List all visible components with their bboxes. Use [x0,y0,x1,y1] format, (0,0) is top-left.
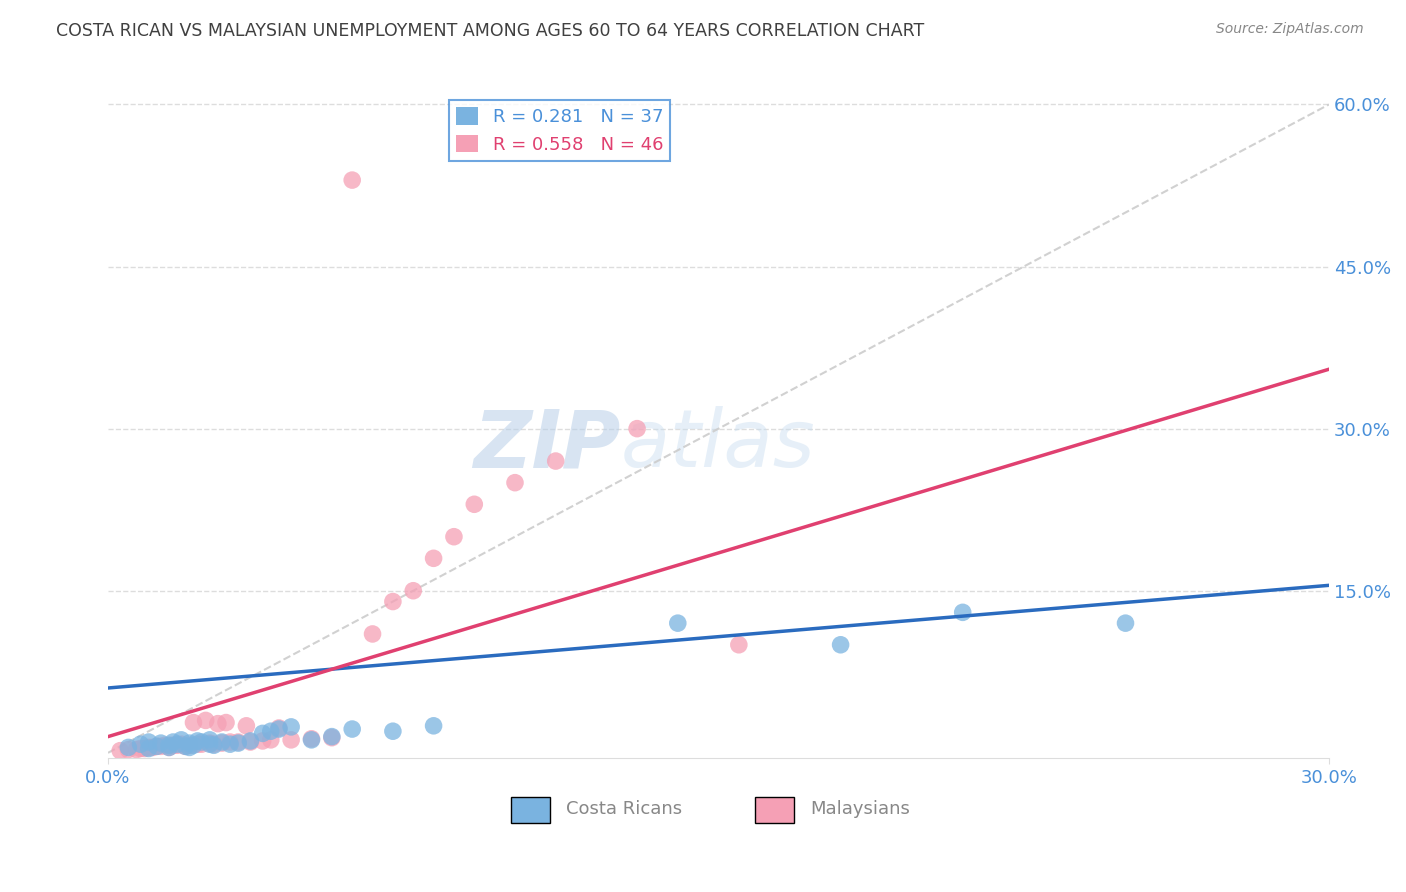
Point [211,735,233,749]
Point [252,734,274,748]
Point [138,740,160,755]
Point [183,715,205,730]
Point [252,726,274,740]
Point [443,530,465,544]
Point [321,731,343,745]
Point [174,739,197,754]
Point [166,737,188,751]
Point [183,738,205,752]
Point [142,740,165,755]
Point [190,735,212,749]
Point [301,732,323,747]
Point [219,737,242,751]
Point [179,738,201,752]
Point [179,736,201,750]
Point [422,551,444,566]
Point [381,594,404,608]
Point [260,732,283,747]
Point [117,740,139,755]
Point [186,734,208,748]
Point [125,742,148,756]
Point [198,737,221,751]
Point [381,724,404,739]
Point [108,744,131,758]
Point [666,616,689,631]
Point [226,736,249,750]
Point [170,732,193,747]
Point [267,721,290,735]
Point [134,741,156,756]
Point [202,737,225,751]
Point [174,739,197,754]
Point [267,722,290,736]
Point [727,638,749,652]
Text: ZIP: ZIP [474,406,621,484]
Point [202,738,225,752]
Point [186,737,208,751]
Point [146,739,169,754]
Point [226,735,249,749]
Point [463,497,485,511]
Point [190,737,212,751]
Point [162,738,184,752]
Point [153,738,176,752]
FancyBboxPatch shape [755,797,794,823]
Text: COSTA RICAN VS MALAYSIAN UNEMPLOYMENT AMONG AGES 60 TO 64 YEARS CORRELATION CHAR: COSTA RICAN VS MALAYSIAN UNEMPLOYMENT AM… [56,22,925,40]
Text: Costa Ricans: Costa Ricans [565,800,682,818]
Point [149,736,172,750]
Point [138,741,160,756]
Point [198,736,221,750]
Text: atlas: atlas [621,406,815,484]
Text: Source: ZipAtlas.com: Source: ZipAtlas.com [1216,22,1364,37]
Point [321,730,343,744]
Point [157,740,180,755]
Point [117,742,139,756]
Point [149,739,172,754]
Point [280,732,302,747]
Point [239,735,262,749]
Point [952,605,974,619]
Point [340,722,363,736]
Point [239,734,262,748]
Point [198,732,221,747]
Point [219,735,242,749]
Point [157,738,180,752]
Point [626,422,648,436]
Point [503,475,526,490]
Point [179,740,201,755]
Point [361,627,384,641]
Point [138,735,160,749]
Point [402,583,425,598]
Point [235,719,257,733]
Point [157,740,180,755]
Point [162,735,184,749]
Point [129,741,152,756]
Legend: R = 0.281   N = 37, R = 0.558   N = 46: R = 0.281 N = 37, R = 0.558 N = 46 [450,100,671,161]
Point [544,454,567,468]
Point [1115,616,1137,631]
Point [422,719,444,733]
Text: Malaysians: Malaysians [810,800,910,818]
Point [129,737,152,751]
FancyBboxPatch shape [510,797,550,823]
Point [146,739,169,754]
Point [166,738,188,752]
Point [194,714,217,728]
Point [340,173,363,187]
Point [830,638,852,652]
Point [260,724,283,739]
Point [280,720,302,734]
Point [170,737,193,751]
Point [211,736,233,750]
Point [207,716,229,731]
Point [301,731,323,746]
Point [215,715,238,730]
